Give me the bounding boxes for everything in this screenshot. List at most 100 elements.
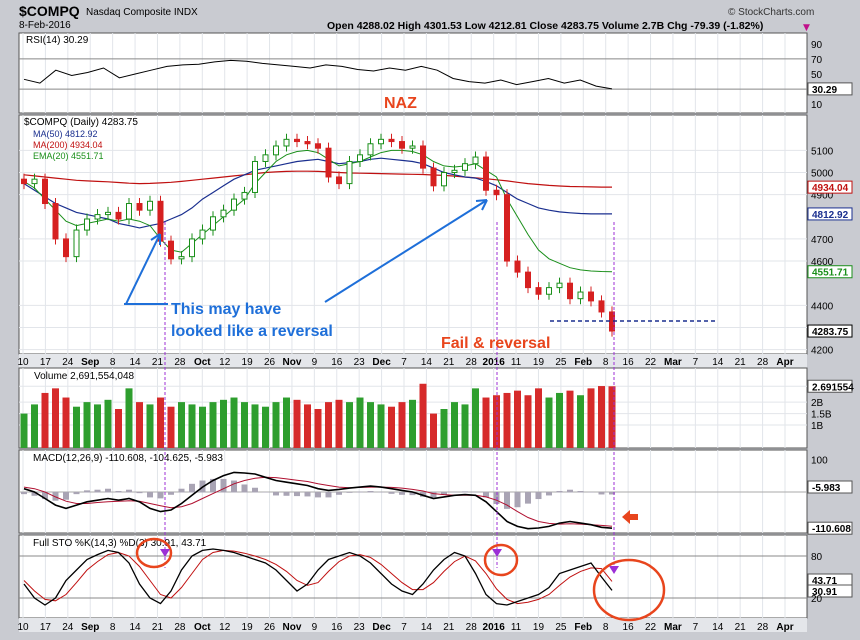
candle-body xyxy=(126,203,132,220)
candle-body xyxy=(231,198,237,211)
volume-bar xyxy=(104,399,112,448)
candle-body xyxy=(535,287,542,295)
x-tick-label: 16 xyxy=(623,622,635,633)
x-tick-label: 19 xyxy=(533,357,545,368)
volume-bar xyxy=(388,406,395,448)
sto-current-circle xyxy=(592,558,666,622)
volume-bar xyxy=(377,404,385,448)
x-tick-label: 17 xyxy=(40,357,52,368)
x-tick-label: 14 xyxy=(712,357,724,368)
rsi-line xyxy=(23,59,613,90)
y-tick-label: 4400 xyxy=(811,301,834,312)
candle-body xyxy=(84,218,90,231)
y-tick-label: 30.91 xyxy=(812,587,837,598)
candle-body xyxy=(220,209,227,218)
x-tick-label: Sep xyxy=(81,622,99,633)
candle-body xyxy=(178,256,185,260)
index-name: Nasdaq Composite INDX xyxy=(86,7,198,18)
candle-body xyxy=(472,156,479,165)
x-tick-label: 7 xyxy=(401,357,407,368)
macd-histogram-bar xyxy=(462,491,468,493)
y-tick-label: 10 xyxy=(811,100,823,111)
x-tick-label: Apr xyxy=(776,357,793,368)
macd-histogram-bar xyxy=(283,492,290,496)
rsi-panel xyxy=(18,32,808,114)
legend-ema20: EMA(20) 4551.71 xyxy=(33,151,104,161)
candle-body xyxy=(304,141,311,145)
macd-histogram-bar xyxy=(546,492,552,496)
x-tick-label: 7 xyxy=(693,622,699,633)
candle-body xyxy=(378,138,384,145)
volume-bar xyxy=(440,409,448,448)
macd-title: MACD(12,26,9) -110.608, -104.625, -5.983 xyxy=(33,453,223,464)
x-tick-label: 21 xyxy=(152,357,164,368)
candle-body xyxy=(546,287,552,295)
macd-histogram-bar xyxy=(577,491,584,493)
y-tick-label: 50 xyxy=(811,70,823,81)
price-panel xyxy=(18,114,808,355)
macd-histogram-bar xyxy=(556,491,563,493)
volume-bar xyxy=(577,395,584,448)
candle-body xyxy=(136,203,143,211)
y-value-box xyxy=(807,324,853,338)
sto-title: Full STO %K(14,3) %D(3) 30.91, 43.71 xyxy=(33,538,207,549)
volume-bar xyxy=(272,402,280,448)
candle-body xyxy=(409,145,416,149)
volume-bar xyxy=(178,402,185,448)
candle-body xyxy=(420,145,426,169)
ohlc-summary: Open 4288.02 High 4301.53 Low 4212.81 Cl… xyxy=(327,20,763,32)
y-tick-label: -5.983 xyxy=(812,483,841,494)
y-tick-label: 4283.75 xyxy=(812,327,849,338)
candle-body xyxy=(273,145,279,156)
volume-bar xyxy=(167,406,175,448)
candle-body xyxy=(31,178,38,185)
xaxis-band-1 xyxy=(19,354,807,368)
volume-bar xyxy=(262,406,269,448)
x-tick-label: 23 xyxy=(354,622,366,633)
volume-bar xyxy=(325,402,332,448)
x-tick-label: 11 xyxy=(511,357,522,368)
volume-bar xyxy=(556,392,563,448)
change-down-marker: ▼ xyxy=(803,23,810,33)
sto-overbought-circle-2 xyxy=(483,543,519,577)
volume-bar xyxy=(115,409,122,448)
candle-body xyxy=(105,211,111,216)
y-value-box xyxy=(807,379,853,393)
x-tick-label: 21 xyxy=(443,357,455,368)
x-tick-label: 16 xyxy=(331,357,343,368)
x-tick-label: 17 xyxy=(40,622,52,633)
macd-line xyxy=(23,471,613,530)
y-tick-label: 2B xyxy=(811,398,824,409)
macd-histogram-bar xyxy=(126,489,132,493)
macd-histogram-bar xyxy=(189,483,195,493)
x-tick-label: 8 xyxy=(110,622,116,633)
x-tick-label: 14 xyxy=(129,622,141,633)
x-tick-label: 26 xyxy=(264,357,276,368)
x-tick-label: 22 xyxy=(645,622,657,633)
candle-body xyxy=(168,240,174,260)
reversal-arrow-1 xyxy=(125,233,161,305)
volume-bar xyxy=(125,388,133,448)
volume-bar xyxy=(73,406,80,448)
macd-histogram-bar xyxy=(472,492,479,493)
y-tick-label: 4200 xyxy=(811,346,834,357)
x-tick-label: Nov xyxy=(282,357,301,368)
volume-bar xyxy=(335,399,343,448)
y-tick-label: 4551.71 xyxy=(812,268,849,279)
candle-body xyxy=(294,138,300,143)
y-tick-label: 90 xyxy=(811,40,823,51)
volume-bar xyxy=(314,409,322,448)
volume-bar xyxy=(398,402,406,448)
x-tick-label: 8 xyxy=(110,357,116,368)
volume-bar xyxy=(451,402,458,448)
candle-body xyxy=(115,211,122,220)
candle-body xyxy=(367,143,374,156)
reversal-note-line2: looked like a reversal xyxy=(171,323,333,340)
volume-bar xyxy=(83,402,91,448)
macd-histogram-bar xyxy=(588,492,594,493)
x-tick-label: Feb xyxy=(574,622,592,633)
macd-histogram-bar xyxy=(346,492,353,493)
macd-histogram-bar xyxy=(63,492,69,500)
y-tick-label: 1.5B xyxy=(811,410,832,421)
x-tick-label: 19 xyxy=(533,622,545,633)
